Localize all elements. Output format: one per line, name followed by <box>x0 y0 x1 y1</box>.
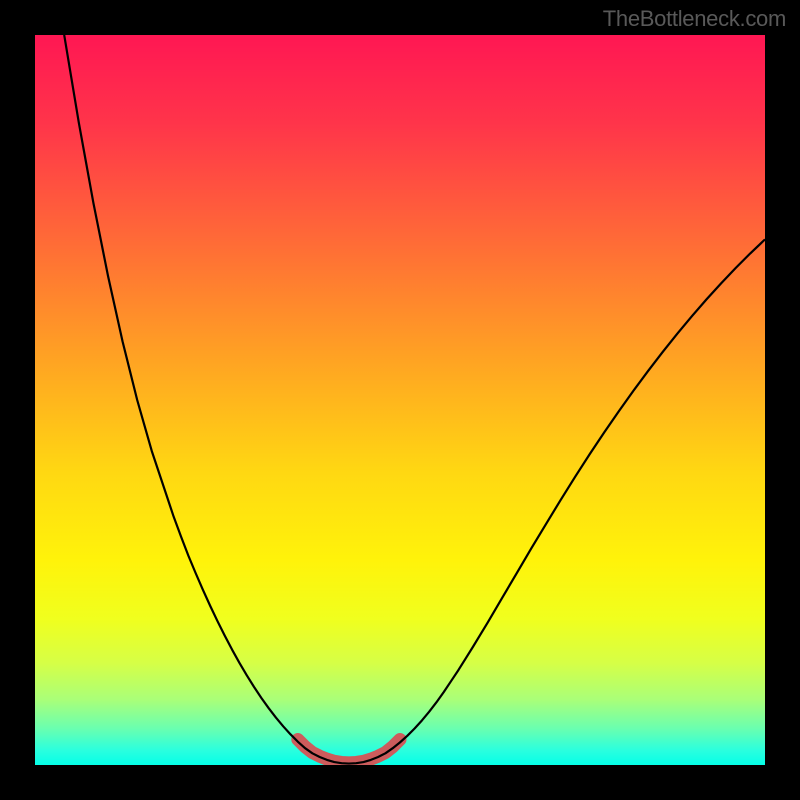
watermark-text: TheBottleneck.com <box>603 6 786 32</box>
chart-svg <box>35 35 765 765</box>
chart-container: TheBottleneck.com <box>0 0 800 800</box>
chart-background <box>35 35 765 765</box>
plot-area <box>35 35 765 765</box>
